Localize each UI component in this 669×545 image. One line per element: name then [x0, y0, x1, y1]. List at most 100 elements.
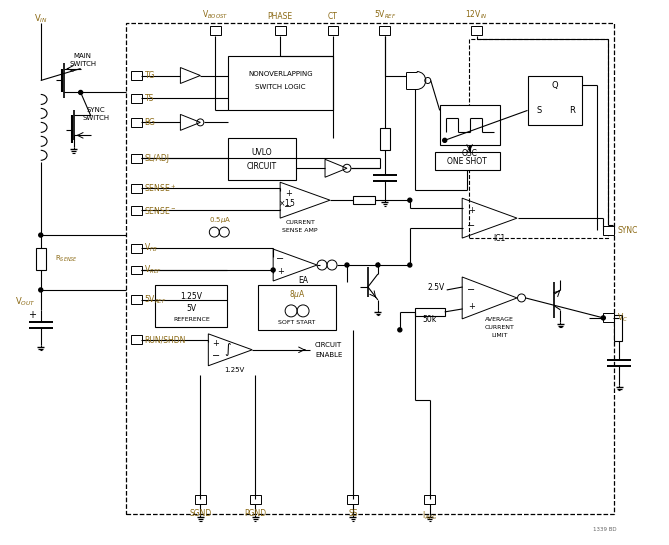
Bar — [603, 226, 613, 234]
Text: R$_{SENSE}$: R$_{SENSE}$ — [55, 254, 78, 264]
Text: PGND: PGND — [244, 510, 266, 518]
Bar — [228, 138, 296, 180]
Bar — [131, 295, 142, 305]
Text: BG: BG — [145, 118, 155, 127]
Circle shape — [408, 263, 412, 267]
Text: CIRCUIT: CIRCUIT — [247, 162, 277, 171]
Text: V$_{BOOST}$: V$_{BOOST}$ — [202, 8, 229, 21]
Bar — [614, 315, 622, 341]
Bar — [528, 76, 583, 125]
Bar — [210, 26, 221, 35]
Text: ENABLE: ENABLE — [315, 352, 343, 358]
Bar — [258, 285, 336, 330]
Text: 12V$_{IN}$: 12V$_{IN}$ — [466, 8, 488, 21]
Text: ∫: ∫ — [224, 343, 231, 356]
Bar — [435, 152, 500, 170]
Bar — [275, 26, 286, 35]
Text: +: + — [468, 302, 475, 311]
Text: CURRENT: CURRENT — [285, 220, 315, 225]
Text: V$_{FB}$: V$_{FB}$ — [145, 242, 159, 255]
Circle shape — [376, 263, 380, 267]
Text: I$_{AVG}$: I$_{AVG}$ — [422, 510, 438, 522]
Bar — [195, 495, 206, 504]
Circle shape — [398, 328, 402, 332]
Text: +: + — [27, 310, 35, 320]
Text: SS: SS — [348, 510, 358, 518]
Bar — [131, 335, 142, 344]
Bar — [131, 265, 142, 275]
Bar — [131, 244, 142, 252]
Circle shape — [601, 316, 605, 320]
Text: −: − — [211, 351, 219, 361]
Text: TG: TG — [145, 71, 155, 80]
Text: 5V$_{REF}$: 5V$_{REF}$ — [374, 8, 396, 21]
Text: SENSE$^-$: SENSE$^-$ — [145, 205, 177, 216]
Text: CIRCUIT: CIRCUIT — [315, 342, 343, 348]
Text: SWITCH: SWITCH — [82, 116, 109, 122]
Text: RUN/SHDN: RUN/SHDN — [145, 335, 186, 344]
Text: AVERAGE: AVERAGE — [485, 317, 514, 323]
Bar — [250, 495, 261, 504]
Text: ONE SHOT: ONE SHOT — [448, 157, 487, 166]
Bar — [328, 26, 339, 35]
Text: TS: TS — [145, 94, 154, 103]
Circle shape — [345, 263, 349, 267]
Circle shape — [39, 288, 43, 292]
Circle shape — [271, 268, 275, 272]
Bar — [440, 105, 500, 146]
Text: LIMIT: LIMIT — [491, 334, 508, 338]
Text: CT: CT — [328, 11, 338, 21]
Text: 0.5$\mu$A: 0.5$\mu$A — [209, 215, 231, 225]
Text: REFERENCE: REFERENCE — [173, 317, 210, 323]
Text: +: + — [285, 189, 292, 197]
Text: 1.25V: 1.25V — [181, 293, 202, 301]
Bar — [126, 23, 614, 514]
Bar — [228, 56, 333, 111]
Text: +: + — [468, 205, 475, 215]
Bar — [131, 154, 142, 163]
Bar — [353, 196, 375, 204]
Text: 1339 BD: 1339 BD — [593, 527, 616, 532]
Text: SENSE AMP: SENSE AMP — [282, 228, 318, 233]
Text: 5V: 5V — [186, 305, 197, 313]
Text: SYNC: SYNC — [617, 226, 638, 234]
Text: SOFT START: SOFT START — [278, 320, 316, 325]
Bar — [35, 248, 45, 270]
Bar — [379, 26, 390, 35]
Text: 5V$_{REF}$: 5V$_{REF}$ — [145, 294, 167, 306]
Text: −: − — [276, 253, 284, 264]
Bar — [424, 495, 436, 504]
Text: V$_{OUT}$: V$_{OUT}$ — [15, 296, 36, 308]
Text: $\times$15: $\times$15 — [278, 197, 296, 208]
Text: V$_{IN}$: V$_{IN}$ — [34, 13, 47, 25]
Circle shape — [39, 233, 43, 237]
Circle shape — [79, 90, 83, 94]
Text: 8$\mu$A: 8$\mu$A — [288, 288, 306, 301]
Text: EA: EA — [298, 276, 308, 286]
Text: SWITCH: SWITCH — [69, 60, 96, 66]
Bar — [131, 184, 142, 193]
Circle shape — [443, 138, 447, 142]
Text: R: R — [569, 106, 575, 115]
Text: S: S — [537, 106, 542, 115]
Text: IC1: IC1 — [494, 234, 506, 243]
Bar — [603, 313, 613, 323]
Text: NONOVERLAPPING: NONOVERLAPPING — [248, 70, 313, 76]
Text: UVLO: UVLO — [252, 148, 272, 157]
Bar — [155, 285, 227, 327]
Circle shape — [408, 198, 412, 202]
Text: −: − — [284, 202, 292, 213]
Text: +: + — [277, 267, 284, 276]
Text: Q: Q — [552, 81, 558, 90]
Text: V$_C$: V$_C$ — [617, 312, 628, 324]
Text: OSC: OSC — [462, 149, 478, 158]
Text: SYNC: SYNC — [86, 107, 105, 113]
Text: +: + — [212, 339, 219, 348]
Text: CURRENT: CURRENT — [484, 325, 514, 330]
Bar — [131, 71, 142, 80]
Text: 50k: 50k — [423, 316, 437, 324]
Text: V$_{REF}$: V$_{REF}$ — [145, 264, 162, 276]
Text: SL/ADJ: SL/ADJ — [145, 154, 169, 163]
Bar — [415, 308, 445, 316]
Bar — [131, 94, 142, 103]
